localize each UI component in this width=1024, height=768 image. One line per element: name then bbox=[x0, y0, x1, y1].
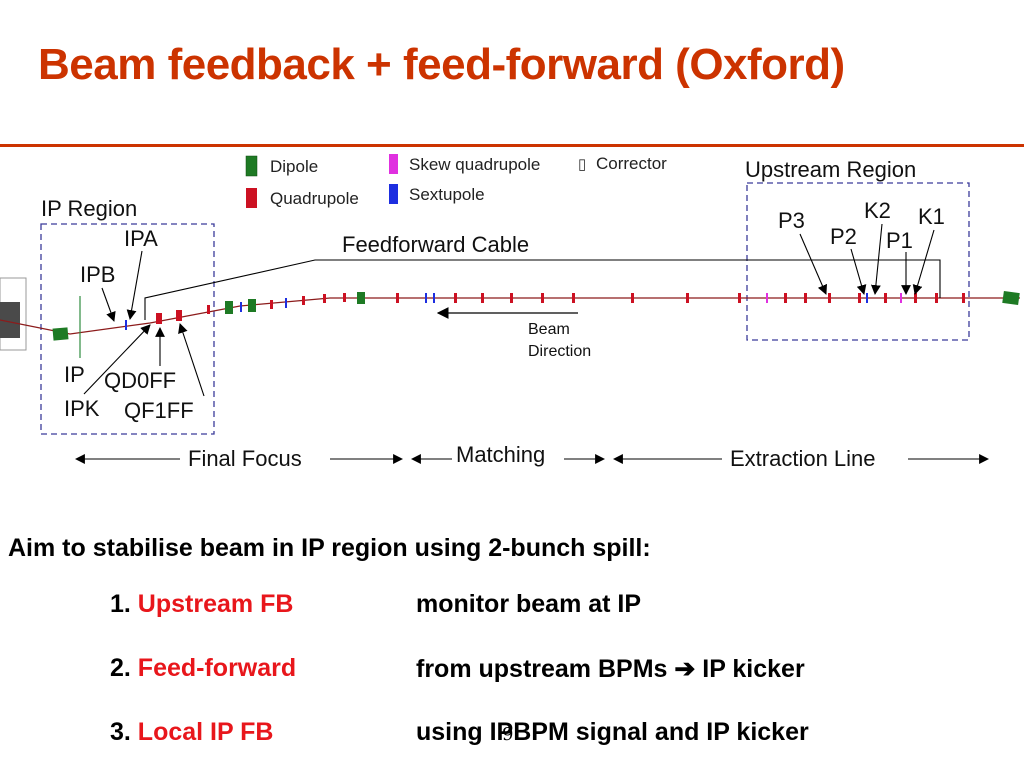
title-divider bbox=[0, 144, 1024, 147]
list-item: 2. Feed-forward bbox=[110, 654, 296, 683]
aim-statement: Aim to stabilise beam in IP region using… bbox=[8, 534, 651, 562]
item-number: 2. bbox=[110, 654, 138, 682]
p3-arrow bbox=[799, 233, 827, 295]
ipb-label: IPB bbox=[80, 262, 115, 287]
k1-label: K1 bbox=[918, 204, 945, 229]
p2-label: P2 bbox=[830, 224, 857, 249]
feedforward-cable bbox=[144, 259, 941, 320]
beamline-diagram: Dipole Quadrupole Skew quadrupole Sextup… bbox=[0, 154, 1020, 471]
beam-label: Beam bbox=[528, 321, 570, 338]
item-description: monitor beam at IP bbox=[416, 590, 642, 618]
ipa-arrow bbox=[126, 250, 143, 320]
item-number: 3. bbox=[110, 718, 138, 746]
legend-skew-label: Skew quadrupole bbox=[409, 155, 540, 174]
quadrupole-magnets bbox=[156, 293, 965, 324]
item-label: Local IP FB bbox=[137, 718, 274, 746]
legend: Dipole Quadrupole Skew quadrupole Sextup… bbox=[245, 154, 667, 208]
ip-region-label: IP Region bbox=[41, 196, 137, 221]
legend-corrector-label: Corrector bbox=[596, 154, 667, 173]
k2-label: K2 bbox=[864, 198, 891, 223]
ipk-label: IPK bbox=[64, 396, 100, 421]
matching-label: Matching bbox=[456, 442, 545, 467]
feedforward-cable-label: Feedforward Cable bbox=[342, 232, 529, 257]
legend-sextupole-swatch bbox=[389, 184, 398, 204]
upstream-region-label: Upstream Region bbox=[745, 157, 916, 182]
list-item: 3. Local IP FB bbox=[110, 718, 273, 747]
corrector-icon: ▯ bbox=[578, 156, 586, 173]
k2-arrow bbox=[870, 223, 883, 295]
ip-label: IP bbox=[64, 362, 85, 387]
p3-label: P3 bbox=[778, 208, 805, 233]
ipa-label: IPA bbox=[124, 226, 158, 251]
item-label: Feed-forward bbox=[137, 654, 297, 682]
sextupole-magnets bbox=[125, 293, 868, 330]
qf1ff-label: QF1FF bbox=[124, 398, 194, 423]
legend-sextupole-label: Sextupole bbox=[409, 185, 485, 204]
upstream-region-box bbox=[746, 182, 970, 341]
skew-quadrupole-magnets bbox=[766, 293, 902, 303]
legend-quadrupole-label: Quadrupole bbox=[270, 189, 359, 208]
item-label: Upstream FB bbox=[137, 590, 294, 618]
beamline bbox=[0, 297, 1020, 335]
legend-quadrupole-swatch bbox=[246, 188, 257, 208]
page-number: 9 bbox=[502, 724, 514, 745]
final-focus-label: Final Focus bbox=[188, 446, 302, 471]
ipb-arrow bbox=[101, 287, 116, 322]
qf1ff-arrow bbox=[178, 323, 205, 397]
item-description: from upstream BPMs ➔ IP kicker bbox=[416, 655, 805, 683]
direction-label: Direction bbox=[528, 343, 591, 360]
page-title: Beam feedback + feed-forward (Oxford) bbox=[38, 40, 845, 89]
p1-label: P1 bbox=[886, 228, 913, 253]
dipole-magnets bbox=[52, 290, 1020, 341]
ipk-arrow bbox=[83, 324, 151, 395]
extraction-label: Extraction Line bbox=[730, 446, 876, 471]
item-number: 1. bbox=[110, 590, 138, 618]
legend-dipole-swatch bbox=[245, 155, 258, 177]
item-description: using IPBPM signal and IP kicker bbox=[416, 718, 809, 746]
detector-icon bbox=[0, 277, 27, 351]
p2-arrow bbox=[850, 248, 867, 295]
legend-dipole-label: Dipole bbox=[270, 157, 318, 176]
k1-arrow bbox=[912, 229, 935, 295]
ip-region-box bbox=[40, 223, 215, 435]
list-item: 1. Upstream FB bbox=[110, 590, 293, 619]
legend-skew-swatch bbox=[389, 154, 398, 174]
qd0ff-label: QD0FF bbox=[104, 368, 176, 393]
